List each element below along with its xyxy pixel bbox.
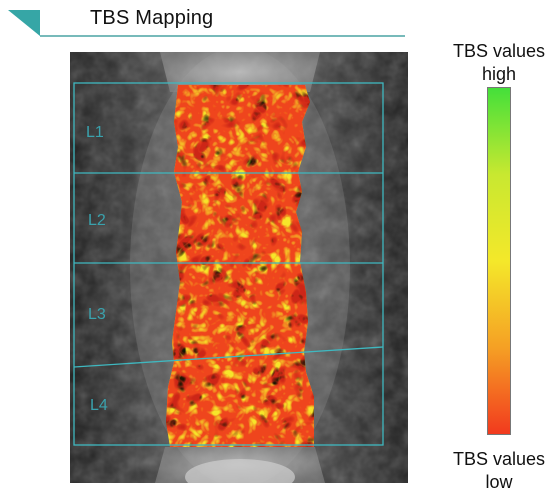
vertebra-label-l2: L2 xyxy=(88,212,106,229)
header-triangle-icon xyxy=(8,10,40,36)
roi-boxes xyxy=(73,82,384,446)
spine-scan-image: L1 L2 L3 L4 xyxy=(70,52,408,483)
legend-low-label: TBS values low xyxy=(440,448,553,494)
tbs-color-scale xyxy=(487,87,511,435)
vertebra-label-l4: L4 xyxy=(90,397,108,414)
legend-low-line2: low xyxy=(485,472,513,492)
legend-high-line1: TBS values xyxy=(452,41,546,61)
header-decoration xyxy=(8,10,405,37)
header-bar: TBS Mapping xyxy=(0,0,553,40)
legend-low-line1: TBS values xyxy=(452,449,546,469)
vertebra-label-l1: L1 xyxy=(86,124,104,141)
vertebra-label-l3: L3 xyxy=(88,306,106,323)
page-title: TBS Mapping xyxy=(90,7,214,29)
legend-high-line2: high xyxy=(481,64,517,84)
legend-high-label: TBS values high xyxy=(440,40,553,86)
spine-scan-svg: L1 L2 L3 L4 xyxy=(70,52,408,483)
